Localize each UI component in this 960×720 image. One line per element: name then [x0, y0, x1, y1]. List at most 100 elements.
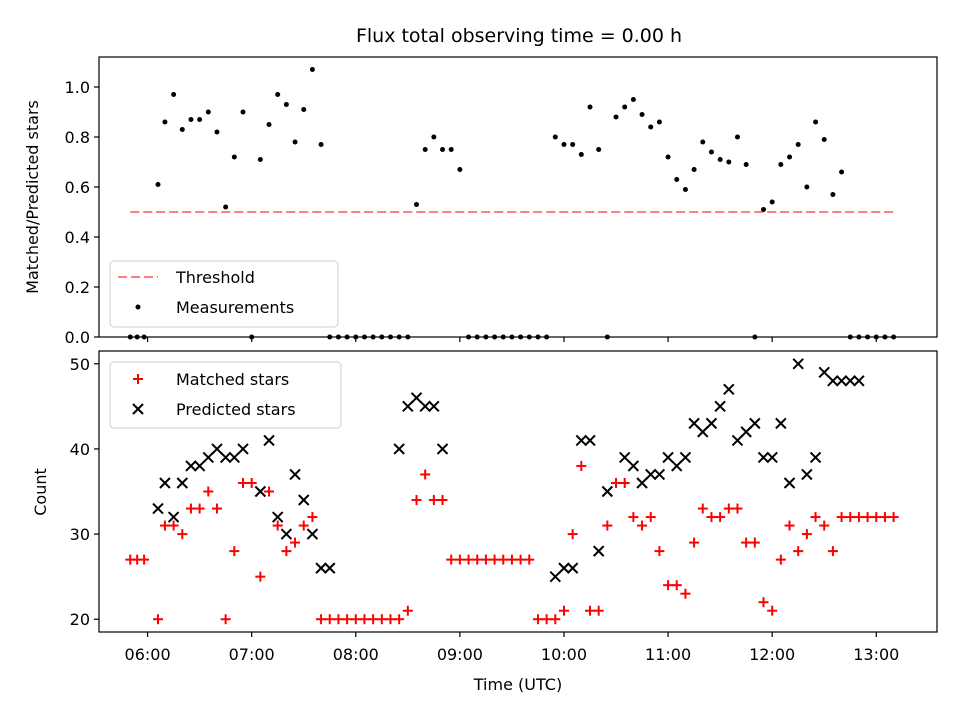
predicted-stars-point: [202, 451, 215, 464]
matched-stars-point: [498, 554, 509, 565]
predicted-stars-point: [809, 451, 822, 464]
measurement-point: [240, 109, 246, 115]
matched-stars-point: [394, 614, 405, 625]
predicted-stars-point: [428, 400, 440, 413]
predicted-stars-point: [402, 400, 414, 413]
ratio-y-tick-label: 1.0: [65, 78, 90, 97]
matched-stars-point: [220, 614, 231, 625]
matched-stars-point: [862, 512, 873, 523]
x-tick-label: 09:00: [437, 645, 483, 664]
matched-stars-point: [541, 614, 552, 625]
ratio-axes-frame: [98, 56, 938, 338]
predicted-stars-point: [653, 468, 666, 481]
matched-stars-point: [472, 554, 483, 565]
measurement-point: [578, 152, 584, 157]
matched-stars-point: [290, 537, 301, 548]
legend-predicted-label: Predicted stars: [176, 400, 296, 419]
predicted-stars-point: [185, 460, 197, 472]
matched-stars-point: [238, 477, 249, 488]
matched-stars-point: [139, 554, 150, 565]
matched-stars-point: [272, 520, 283, 531]
measurement-point: [162, 119, 168, 125]
predicted-stars-point: [844, 375, 856, 387]
predicted-stars-point: [263, 434, 275, 447]
matched-stars-point: [888, 512, 899, 523]
measurement-point: [205, 109, 211, 115]
predicted-stars-point: [575, 434, 588, 447]
measurement-point: [830, 192, 836, 197]
measurement-point: [674, 177, 680, 182]
predicted-stars-point: [757, 451, 770, 464]
predicted-stars-point: [636, 477, 648, 489]
matched-stars-point: [437, 495, 448, 506]
measurement-point: [457, 167, 463, 172]
predicted-stars-point: [324, 562, 336, 574]
matched-stars-point: [446, 554, 457, 565]
measurement-point: [155, 182, 161, 187]
measurement-point: [448, 147, 454, 152]
predicted-stars-point: [393, 443, 405, 455]
predicted-stars-point: [853, 375, 865, 387]
matched-stars-point: [845, 512, 856, 523]
count-legend-box: [109, 361, 342, 429]
matched-stars-point: [359, 614, 370, 625]
measurement-point: [552, 134, 558, 140]
matched-stars-point: [749, 537, 760, 548]
measurement-point: [266, 122, 272, 127]
matched-stars-point: [402, 605, 413, 616]
measurement-point: [622, 104, 628, 110]
measurement-point: [787, 154, 793, 160]
matched-stars-point: [333, 614, 344, 625]
predicted-stars-point: [749, 417, 761, 430]
predicted-stars-point: [818, 366, 830, 378]
matched-stars-point: [420, 469, 431, 480]
predicted-stars-point: [792, 358, 804, 370]
predicted-stars-point: [228, 451, 241, 464]
matched-stars-point: [732, 503, 743, 514]
matched-stars-point: [602, 520, 613, 531]
predicted-stars-point: [705, 417, 718, 430]
matched-stars-point: [376, 614, 387, 625]
count-y-tick-label: 40: [70, 440, 90, 459]
count-axes-frame: [98, 350, 938, 633]
matched-stars-point: [350, 614, 361, 625]
measurement-point: [257, 157, 263, 162]
predicted-stars-point: [827, 375, 839, 387]
matched-stars-point: [185, 503, 196, 514]
measurement-point: [813, 119, 819, 125]
predicted-stars-point: [211, 443, 223, 455]
measurement-point: [804, 184, 810, 190]
matched-stars-point: [411, 495, 422, 506]
measurement-point: [188, 117, 194, 122]
matched-stars-point: [246, 477, 257, 488]
measurement-point: [318, 142, 324, 147]
matched-stars-point: [741, 537, 752, 548]
matched-stars-point: [654, 546, 665, 557]
predicted-stars-point: [315, 562, 327, 574]
x-tick-label: 11:00: [645, 645, 691, 664]
ratio-y-tick-label: 0.8: [65, 128, 90, 147]
measurement-point: [214, 129, 220, 135]
x-tick-label: 10:00: [541, 645, 587, 664]
predicted-stars-point: [618, 451, 631, 464]
matched-stars-point: [194, 503, 205, 514]
measurement-point: [422, 147, 428, 152]
legend-matched-label: Matched stars: [176, 370, 289, 389]
predicted-stars-point: [645, 468, 657, 481]
matched-stars-point: [454, 554, 465, 565]
ratio-y-axis-label: Matched/Predicted stars: [23, 100, 42, 294]
matched-stars-point: [775, 554, 786, 565]
matched-stars-point: [211, 503, 222, 514]
predicted-stars-point: [601, 485, 614, 498]
measurement-point: [682, 187, 688, 192]
matched-stars-point: [550, 614, 561, 625]
predicted-stars-point: [723, 383, 735, 396]
matched-stars-point: [836, 512, 847, 523]
predicted-stars-point: [436, 443, 449, 455]
predicted-stars-point: [835, 375, 848, 387]
predicted-stars-point: [280, 528, 293, 540]
measurement-point: [309, 67, 315, 72]
ratio-legend-box: [109, 260, 339, 328]
predicted-stars-point: [549, 570, 562, 583]
measurement-point: [734, 134, 740, 140]
